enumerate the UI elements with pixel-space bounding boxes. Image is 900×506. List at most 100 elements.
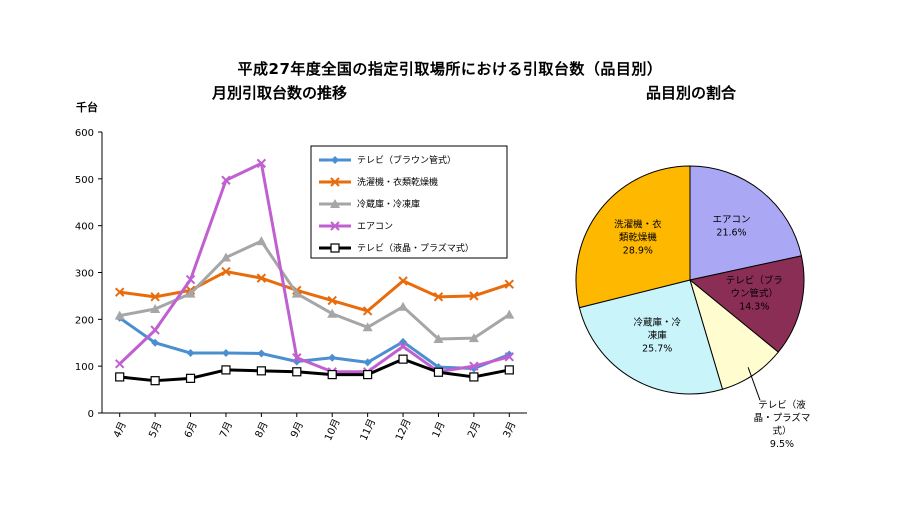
data-point-stroke — [469, 291, 479, 301]
data-point — [327, 308, 338, 318]
pie-leader-line — [747, 367, 761, 401]
y-tick-label: 300 — [75, 269, 94, 280]
legend-label: テレビ（液晶・プラズマ式） — [357, 242, 474, 254]
data-point — [469, 372, 479, 382]
x-tick-label: 10月 — [322, 417, 342, 443]
x-tick-label: 12月 — [393, 417, 413, 443]
pie-label-percent: 14.3% — [739, 301, 769, 312]
series-line — [118, 316, 510, 371]
data-point — [328, 353, 337, 362]
legend-item: 洗濯機・衣類乾燥機 — [319, 176, 438, 188]
series-line — [119, 357, 510, 383]
data-point — [221, 365, 231, 375]
legend-item: エアコン — [319, 221, 393, 232]
data-point — [185, 274, 196, 285]
x-tick-label: 11月 — [358, 417, 378, 443]
pie-slice — [575, 165, 691, 309]
data-point — [185, 373, 196, 383]
data-point-stroke — [185, 274, 196, 285]
pie-chart-title: 品目別の割合 — [646, 84, 737, 102]
chart-title: 平成27年度全国の指定引取場所における引取台数（品目別） — [237, 60, 663, 78]
x-tick-label: 9月 — [288, 420, 306, 440]
data-point — [330, 199, 340, 208]
data-point — [362, 306, 373, 316]
data-point-stroke — [150, 325, 160, 335]
x-tick-label: 3月 — [501, 420, 519, 440]
data-point — [468, 333, 479, 343]
data-point — [363, 369, 373, 380]
data-point — [330, 177, 340, 187]
data-point-stroke — [292, 353, 302, 363]
pie-slice — [578, 279, 724, 395]
pie-label: 冷蔵庫・冷凍庫 25.7% — [633, 316, 681, 354]
data-point — [469, 361, 479, 371]
pie-label-text: 洗濯機・衣 — [614, 218, 662, 230]
series — [115, 266, 514, 316]
pie-label-text: テレビ（ブラ — [726, 274, 783, 286]
series-line — [119, 270, 510, 313]
data-point-stroke — [115, 359, 125, 369]
pie-label-text: 冷蔵庫・冷 — [633, 316, 681, 328]
data-point — [330, 221, 340, 231]
legend-item: 冷蔵庫・冷凍庫 — [319, 198, 420, 210]
data-point — [115, 372, 125, 382]
data-point-stroke — [433, 292, 444, 302]
data-point — [504, 365, 514, 375]
pie-label-text: 凍庫 — [648, 329, 668, 341]
legend-box — [310, 145, 508, 259]
pie-label-text: エアコン — [712, 215, 750, 226]
data-point — [115, 359, 125, 369]
data-point-stroke — [221, 266, 231, 277]
data-point — [398, 301, 409, 311]
data-point — [220, 252, 231, 262]
data-point — [150, 325, 160, 335]
pie-slice — [688, 255, 805, 353]
data-point — [256, 236, 267, 246]
pie: エアコン 21.6% テレビ（ブラウン管式） 14.3% テレビ（液晶・プラズマ式） 9.… — [575, 165, 811, 450]
legend-label: テレビ（ブラウン管式） — [357, 154, 456, 166]
y-tick-label: 600 — [75, 128, 94, 139]
data-point — [185, 288, 196, 298]
data-point — [150, 376, 160, 386]
data-point-stroke — [398, 276, 408, 286]
pie-label: テレビ（ブラウン管式） 14.3% — [726, 274, 783, 312]
series — [115, 354, 514, 386]
data-point — [292, 367, 302, 377]
series-line — [118, 161, 510, 374]
y-tick-label: 100 — [75, 362, 94, 373]
data-point-stroke — [115, 287, 125, 297]
pie-label-text: 式） — [772, 425, 791, 437]
data-point — [398, 341, 408, 352]
x-tick-label: 4月 — [111, 420, 129, 440]
legend-item: テレビ（ブラウン管式） — [319, 154, 456, 166]
y-tick-label: 400 — [75, 222, 94, 233]
pie-label-percent: 9.5% — [770, 439, 794, 450]
data-point — [433, 292, 444, 302]
data-point — [292, 353, 302, 363]
series — [114, 236, 515, 344]
pie-label-percent: 25.7% — [642, 343, 672, 354]
legend-label: エアコン — [357, 222, 393, 232]
data-point-stroke — [504, 352, 514, 362]
data-point — [327, 295, 337, 306]
data-point — [331, 156, 339, 164]
data-point — [150, 292, 160, 302]
data-point — [330, 243, 340, 253]
y-tick-label: 0 — [88, 409, 94, 420]
x-tick-label: 6月 — [182, 420, 200, 440]
data-point-stroke — [330, 221, 340, 231]
data-point — [221, 349, 230, 358]
data-point — [150, 304, 161, 314]
pie-label: テレビ（液晶・プラズマ式） 9.5% — [754, 399, 811, 450]
data-point-stroke — [398, 341, 408, 352]
y-tick-label: 500 — [75, 175, 94, 186]
data-point — [114, 310, 125, 320]
pie-label-percent: 28.9% — [623, 245, 653, 256]
data-point-stroke — [256, 158, 267, 169]
series-line — [119, 239, 511, 341]
data-point-stroke — [256, 273, 267, 283]
data-point — [469, 291, 479, 301]
data-point-stroke — [330, 177, 340, 187]
x-tick-label: 5月 — [147, 420, 165, 440]
